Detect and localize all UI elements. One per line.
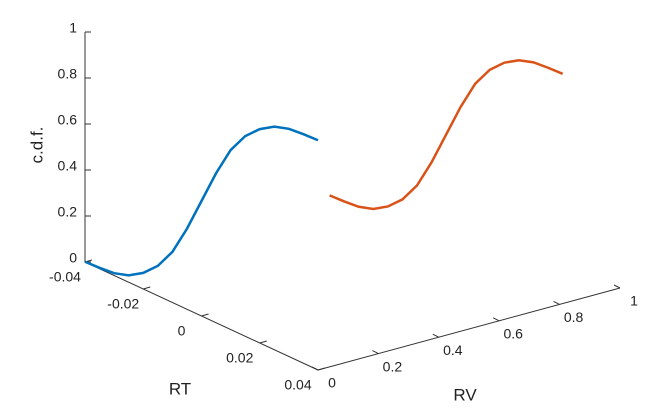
y-tick: [613, 284, 621, 289]
y-axis: [317, 287, 621, 371]
y-tick: [553, 300, 560, 305]
y-tick: [492, 317, 500, 322]
y-tick-label: 0: [328, 375, 336, 391]
z-tick-label: 0.2: [58, 204, 78, 220]
x-tick: [259, 340, 267, 344]
y-tick-label: 0.2: [383, 358, 403, 374]
z-tick-label: 0.6: [58, 112, 78, 128]
x-tick-label: 0.04: [284, 377, 311, 393]
y-tick: [372, 350, 379, 355]
x-axis-title: RT: [169, 379, 191, 398]
x-tick: [201, 313, 209, 317]
cdf-line: [84, 125, 319, 277]
z-tick-label: 1: [69, 20, 77, 36]
cdf-line: [329, 58, 564, 211]
z-tick-label: 0.8: [58, 66, 78, 82]
y-tick-label: 1: [630, 293, 638, 309]
z-tick-label: 0.4: [58, 158, 78, 174]
x-tick-label: 0.02: [226, 350, 253, 366]
y-tick-label: 0.8: [564, 309, 584, 325]
y-tick: [432, 333, 440, 338]
x-tick: [317, 367, 326, 371]
y-tick: [311, 366, 319, 371]
z-tick-label: 0: [69, 250, 77, 266]
x-tick-label: -0.04: [49, 269, 81, 285]
y-tick-label: 0.4: [443, 342, 463, 358]
x-tick: [143, 286, 151, 290]
x-tick-label: 0: [178, 323, 186, 339]
z-axis-title: c.d.f.: [27, 127, 46, 164]
x-tick-label: -0.02: [107, 296, 139, 312]
y-axis-title: RV: [453, 385, 477, 404]
y-tick-label: 0.6: [503, 326, 523, 342]
